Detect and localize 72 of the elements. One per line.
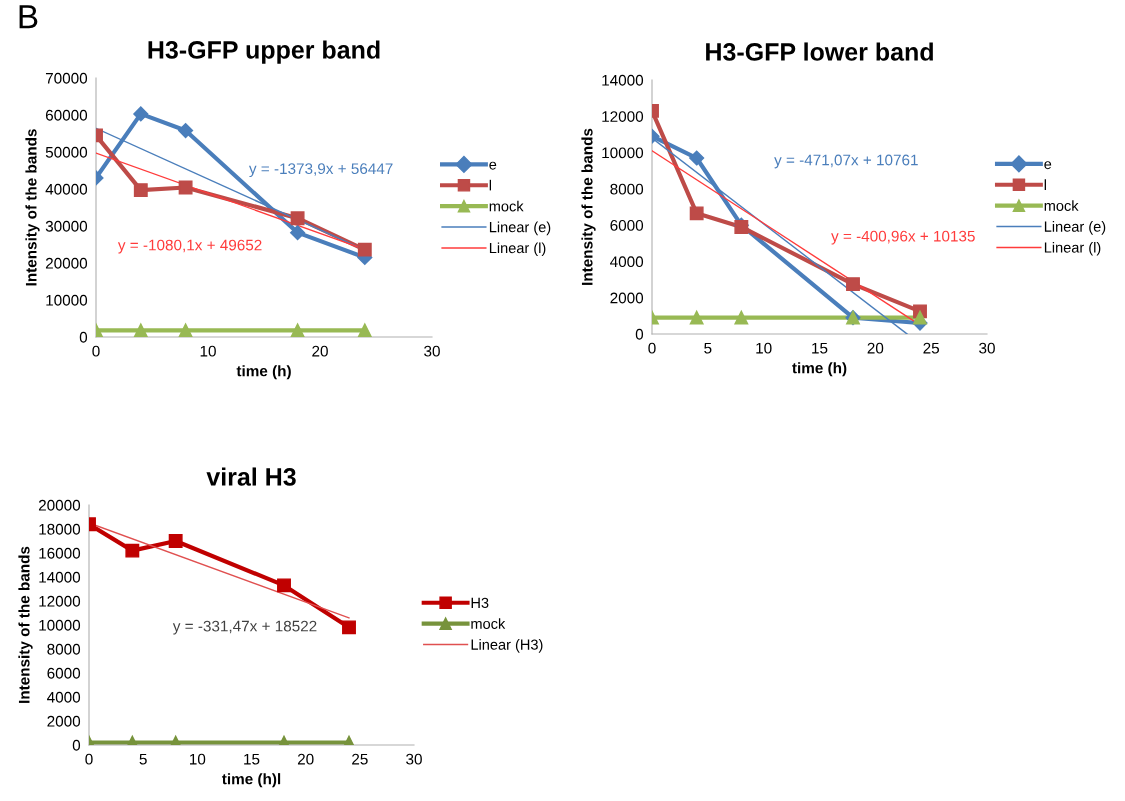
y-tick-label: 18000 [39,523,81,535]
y-tick-label: 6000 [610,220,644,231]
annotation: y = -331,47x + 18522 [172,620,317,635]
y-tick-label: 10000 [46,294,88,306]
x-axis-title: time (h) [792,362,847,377]
x-tick-label: 10 [190,753,206,765]
x-tick-label: 30 [424,345,440,357]
x-tick-label: 0 [648,342,656,354]
y-tick-label: 4000 [47,691,81,703]
legend-label: Linear (e) [489,221,551,236]
y-tick-label: 70000 [45,72,88,84]
y-tick-label: 16000 [39,547,81,559]
x-tick-label: 20 [867,342,884,354]
legend-label: H3 [471,597,489,609]
text: B [19,5,38,29]
y-tick-label: 8000 [610,183,644,195]
legend-label: Linear (l) [489,242,546,257]
x-tick-label: 10 [756,342,772,354]
chart-title: viral H3 [206,467,296,486]
x-tick-label: 15 [244,753,260,765]
x-tick-label: 10 [200,345,216,357]
y-tick-label: 14000 [39,571,81,583]
y-tick-label: 60000 [45,109,88,121]
x-axis-title: time (h)l [221,773,281,788]
x-tick-label: 5 [139,753,147,765]
annotation: y = -400,96x + 10135 [831,230,975,245]
annotation: y = -471,07x + 10761 [774,154,918,169]
x-tick-label: 0 [92,345,100,357]
legend-label: l [1044,179,1046,190]
legend-label: Linear (H3) [471,639,543,653]
y-axis-title: Intensity of the bands [25,129,40,286]
annotation: y = -1373,9x + 56447 [248,163,393,178]
x-tick-label: 5 [704,342,712,354]
y-tick-label: 12000 [39,595,81,607]
x-tick-label: 20 [312,345,328,357]
y-tick-label: 20000 [38,499,81,511]
legend-label: Linear (e) [1044,221,1106,235]
y-tick-label: 40000 [45,183,88,195]
y-tick-label: 6000 [47,667,81,679]
x-tick-label: 25 [352,753,368,765]
x-axis-title: time (h) [236,365,291,380]
y-tick-label: 14000 [602,74,644,86]
chart-title: H3-GFP upper band [148,40,380,64]
y-tick-label: 20000 [45,257,88,269]
y-tick-label: 2000 [610,292,644,304]
legend-label: e [489,161,497,170]
legend-label: mock [489,200,524,212]
legend-label: mock [1044,200,1079,211]
y-tick-label: 0 [72,739,81,751]
y-axis-title: Intensity of the bands [18,546,33,703]
legend-label: Linear (l) [1044,241,1101,256]
y-tick-label: 10000 [39,619,81,631]
y-tick-label: 50000 [45,146,88,158]
legend-label: l [489,179,492,191]
x-tick-label: 30 [979,342,995,354]
y-tick-label: 4000 [610,256,644,268]
annotation: y = -1080,1x + 49652 [117,239,262,254]
y-tick-label: 30000 [45,220,88,232]
x-tick-label: 15 [812,342,828,354]
x-tick-label: 20 [297,753,314,765]
legend-label: e [1044,161,1052,170]
x-tick-label: 30 [406,753,422,765]
x-tick-label: 25 [923,342,940,354]
y-tick-label: 0 [635,328,644,340]
chart-title: H3-GFP lower band [706,42,933,61]
y-tick-label: 2000 [47,715,81,727]
y-tick-label: 0 [79,331,88,343]
legend-label: mock [471,618,506,629]
y-tick-label: 10000 [602,147,644,159]
y-tick-label: 12000 [602,111,644,122]
y-axis-title: Intensity of the bands [581,128,596,285]
y-tick-label: 8000 [47,643,81,655]
